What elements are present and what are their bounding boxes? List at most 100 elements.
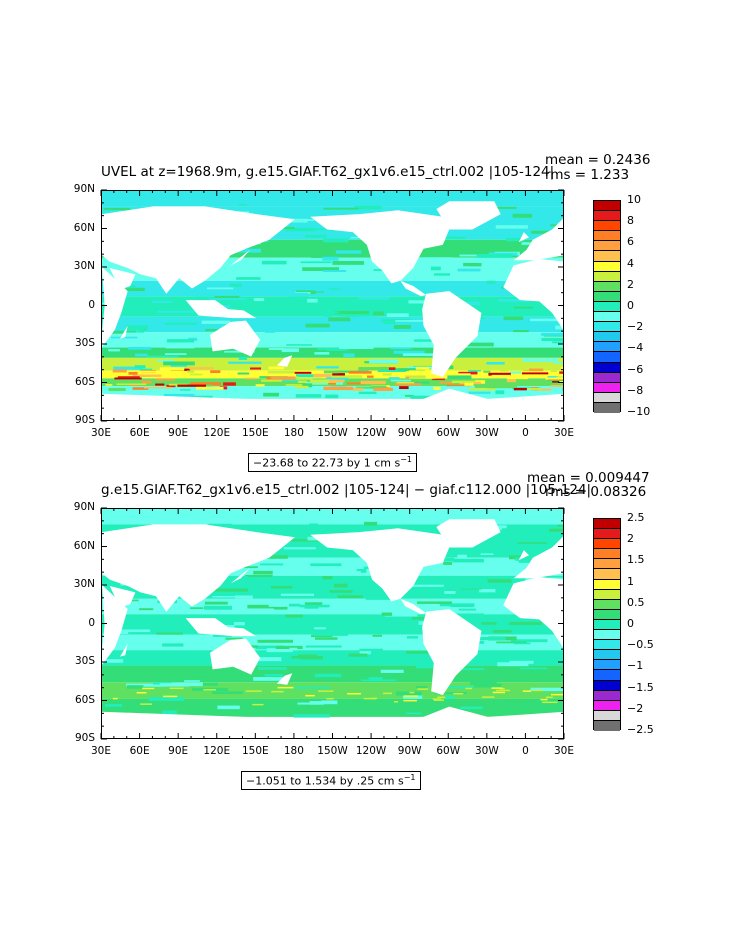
field-streak — [205, 668, 244, 671]
lat-tick-label: 60S — [74, 375, 95, 388]
acc-streak — [358, 367, 384, 371]
land-mass — [436, 519, 501, 548]
colorbar-swatch — [594, 700, 620, 711]
field-streak — [425, 249, 449, 252]
field-streak — [285, 658, 301, 662]
field-streak — [225, 637, 243, 640]
field-streak — [404, 320, 435, 325]
acc-streak — [446, 384, 472, 387]
acc-streak — [469, 388, 496, 391]
field-streak — [157, 310, 195, 313]
acc-streak — [250, 367, 262, 370]
field-streak — [452, 558, 484, 563]
field-streak — [261, 274, 273, 278]
acc-streak — [136, 370, 160, 373]
field-streak — [293, 714, 330, 718]
acc-streak — [326, 698, 334, 700]
acc-streak — [271, 690, 284, 693]
field-streak — [334, 310, 370, 315]
field-streak — [444, 591, 456, 594]
land-mass — [109, 586, 136, 608]
land-mass — [276, 673, 293, 685]
acc-streak — [190, 382, 221, 386]
field-streak — [275, 645, 303, 649]
acc-streak — [540, 698, 548, 701]
field-streak — [255, 657, 282, 662]
field-streak — [295, 394, 322, 398]
colorbar-label: 2 — [627, 532, 634, 546]
field-streak — [326, 376, 349, 380]
field-streak — [460, 706, 483, 710]
field-streak — [237, 372, 250, 375]
range-text: −23.68 to 22.73 by 1 cm s — [253, 456, 401, 470]
field-streak — [390, 347, 412, 350]
field-streak — [358, 391, 377, 395]
acc-streak — [491, 374, 511, 378]
field-streak — [314, 627, 326, 630]
lon-tick-label: 120W — [355, 427, 387, 439]
field-streak — [166, 339, 195, 343]
colorbar-swatch — [594, 519, 620, 530]
field-streak — [208, 523, 232, 526]
lon-tick-label: 60W — [436, 745, 461, 757]
field-streak — [419, 706, 453, 710]
field-streak — [457, 268, 481, 272]
field-streak — [491, 212, 512, 216]
field-streak — [288, 292, 308, 297]
field-streak — [395, 691, 422, 696]
colorbar-swatch — [594, 599, 620, 610]
acc-streak — [522, 690, 532, 692]
field-streak — [549, 528, 563, 532]
field-streak — [212, 576, 249, 580]
field-streak — [206, 287, 234, 290]
field-streak — [217, 705, 240, 710]
colorbar-label: −6 — [627, 362, 644, 376]
field-streak — [395, 320, 429, 322]
range-text: −1.051 to 1.534 by .25 cm s — [246, 774, 404, 788]
acc-streak — [379, 366, 389, 371]
field-streak — [115, 287, 145, 292]
ocean-field-map — [102, 509, 563, 738]
field-streak — [308, 523, 319, 528]
field-streak — [486, 361, 505, 365]
acc-streak — [506, 379, 516, 383]
colorbar-swatch — [594, 710, 620, 721]
field-streak — [443, 561, 453, 565]
land-mass — [436, 201, 501, 230]
field-streak — [157, 336, 179, 341]
acc-streak — [417, 688, 429, 690]
field-streak — [463, 262, 478, 267]
land-mass — [210, 638, 261, 675]
acc-streak — [481, 696, 495, 698]
field-streak — [294, 686, 330, 689]
colorbar-label: 10 — [627, 193, 641, 206]
field-streak — [434, 692, 467, 695]
field-streak — [390, 379, 412, 382]
field-streak — [402, 353, 441, 357]
field-streak — [335, 250, 362, 254]
acc-streak — [348, 371, 372, 374]
acc-streak — [203, 689, 216, 691]
acc-streak — [433, 699, 444, 701]
colorbar-swatch — [594, 650, 620, 661]
acc-streak — [504, 368, 530, 371]
land-mass — [102, 388, 563, 420]
land-mass — [185, 618, 257, 637]
acc-streak — [105, 384, 113, 386]
field-streak — [283, 547, 316, 550]
field-streak — [329, 571, 361, 575]
field-streak — [498, 299, 531, 302]
field-streak — [285, 614, 303, 618]
colorbar-label: 0 — [627, 617, 634, 630]
acc-streak — [347, 692, 361, 695]
acc-streak — [550, 385, 563, 387]
land-mass — [230, 250, 250, 266]
acc-streak — [404, 375, 435, 378]
acc-streak — [252, 703, 264, 706]
field-streak — [184, 680, 200, 682]
field-streak — [446, 668, 485, 671]
field-streak — [134, 365, 146, 369]
acc-streak — [261, 379, 282, 382]
chart-title: UVEL at z=1968.9m, g.e15.GIAF.T62_gx1v6.… — [101, 164, 555, 180]
lat-tick-label: 60S — [74, 693, 95, 706]
